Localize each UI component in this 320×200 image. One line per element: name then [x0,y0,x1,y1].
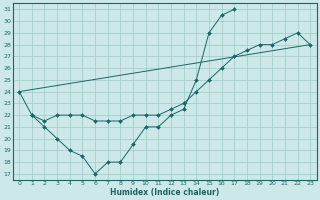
X-axis label: Humidex (Indice chaleur): Humidex (Indice chaleur) [110,188,219,197]
